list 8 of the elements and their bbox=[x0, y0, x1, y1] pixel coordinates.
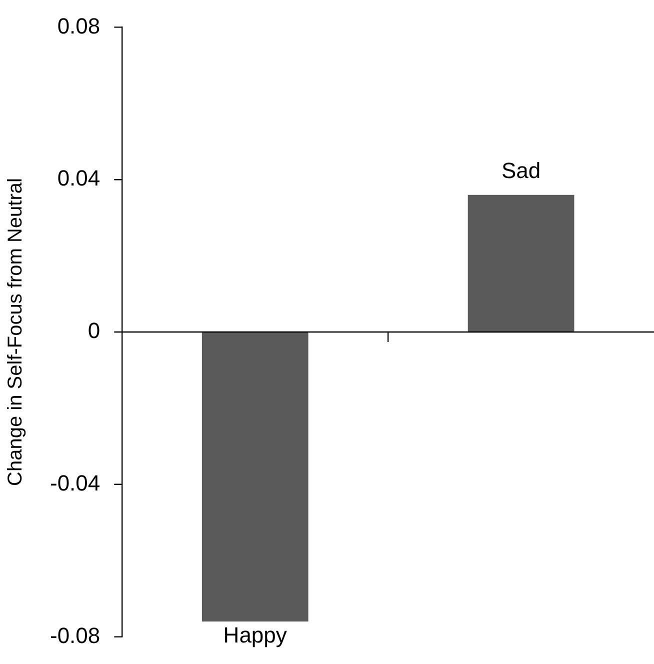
y-tick-label: -0.04 bbox=[50, 470, 100, 496]
y-tick-label: 0.04 bbox=[57, 166, 100, 191]
y-axis-title: Change in Self-Focus from Neutral bbox=[4, 178, 27, 486]
x-tick-label: Sad bbox=[501, 158, 541, 183]
y-tick-label: 0.08 bbox=[57, 13, 100, 38]
y-tick-label: -0.08 bbox=[50, 622, 100, 648]
x-tick-label: Happy bbox=[223, 622, 287, 648]
y-tick-label: 0 bbox=[88, 318, 100, 344]
